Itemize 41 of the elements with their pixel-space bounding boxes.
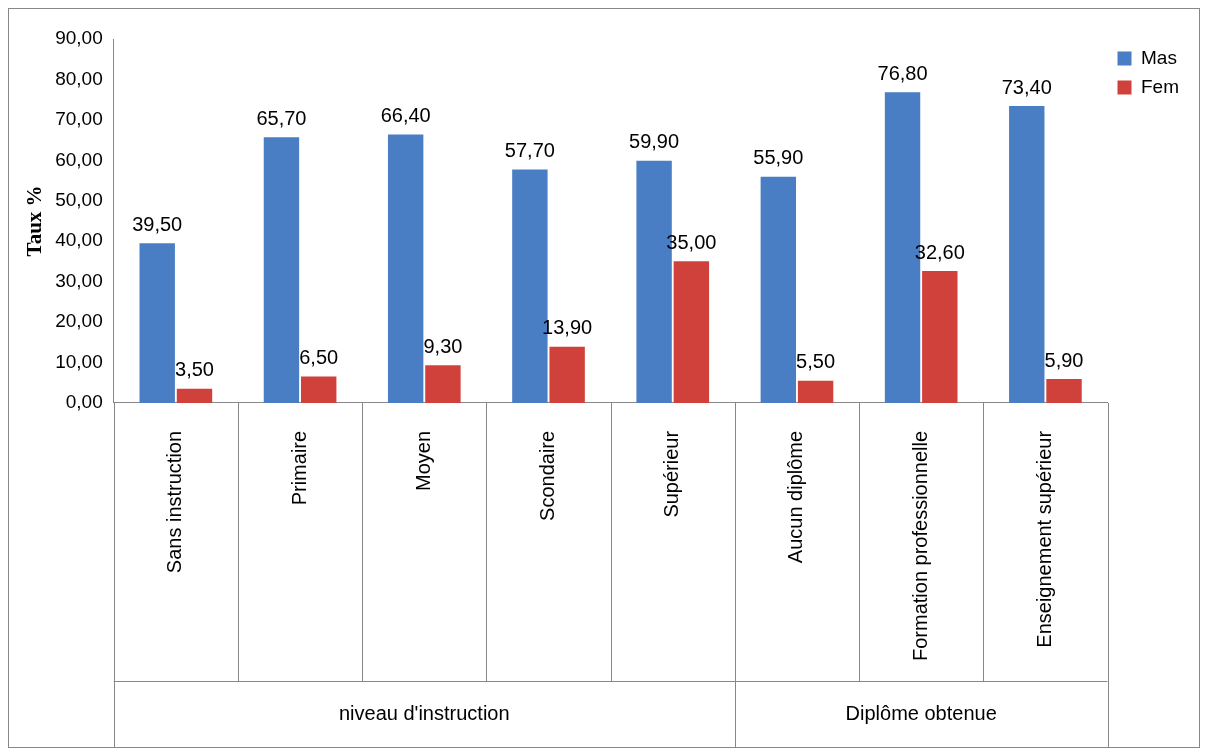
y-tick-label: 20,00 xyxy=(55,310,103,332)
bar xyxy=(673,261,710,403)
bar xyxy=(922,271,958,403)
y-tick-label: 40,00 xyxy=(55,229,103,251)
data-label: 3,50 xyxy=(175,358,214,381)
data-label: 73,40 xyxy=(1001,75,1052,98)
text: niveau d'instruction xyxy=(339,701,510,724)
y-tick-label: 30,00 xyxy=(55,269,103,291)
bar xyxy=(1046,379,1082,403)
data-label: 5,50 xyxy=(796,350,836,373)
bar xyxy=(1009,106,1045,403)
data-label: 76,80 xyxy=(877,61,928,84)
y-tick-label: 80,00 xyxy=(55,67,103,89)
data-label: 55,90 xyxy=(753,146,804,169)
bar xyxy=(263,137,300,403)
y-axis-title: Taux % xyxy=(22,185,47,257)
y-tick-label: 0,00 xyxy=(65,391,103,413)
data-label: 5,90 xyxy=(1044,348,1084,371)
y-tick-label: 10,00 xyxy=(55,350,103,372)
data-label: 6,50 xyxy=(299,346,339,369)
data-label: 59,90 xyxy=(629,130,680,153)
bar xyxy=(549,346,585,403)
data-label: 57,70 xyxy=(504,139,555,162)
bar xyxy=(425,365,461,403)
data-label: 65,70 xyxy=(256,106,307,129)
bar xyxy=(301,376,337,403)
text: Diplôme obtenue xyxy=(845,701,997,724)
bar xyxy=(760,176,797,403)
legend-label: Fem xyxy=(1141,75,1179,97)
bar xyxy=(176,388,213,403)
data-label: 9,30 xyxy=(423,334,463,357)
y-tick-label: 70,00 xyxy=(55,108,103,130)
y-tick-label: 90,00 xyxy=(55,27,103,49)
y-tick-label: 60,00 xyxy=(55,148,103,170)
bar xyxy=(139,243,175,403)
bar xyxy=(387,134,424,403)
legend-label: Mas xyxy=(1141,46,1177,68)
data-label: 39,50 xyxy=(132,212,183,235)
data-label: 66,40 xyxy=(380,103,431,126)
y-tick-label: 50,00 xyxy=(55,188,103,210)
bar xyxy=(797,380,834,403)
